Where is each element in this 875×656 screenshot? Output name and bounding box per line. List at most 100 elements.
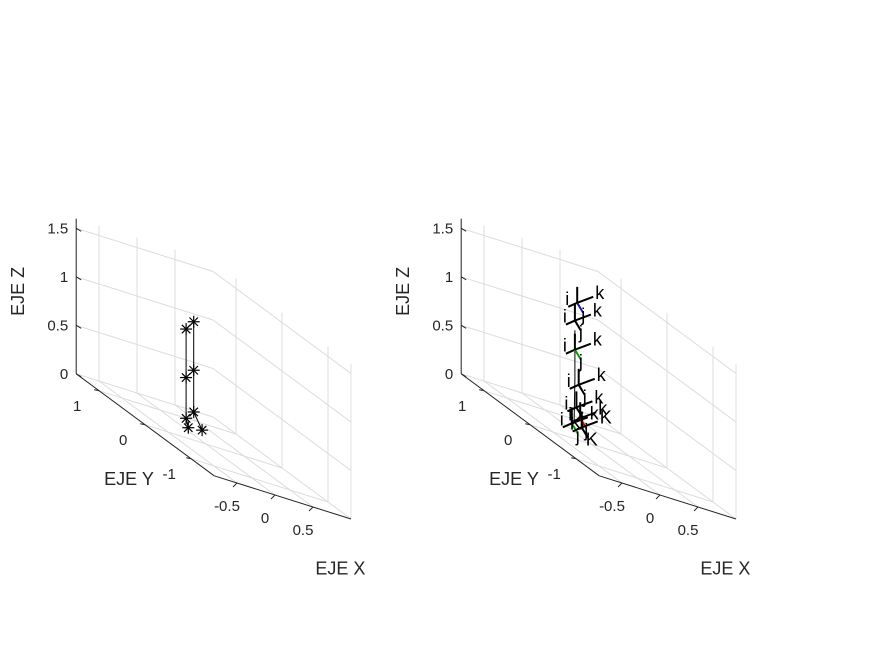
x-tick: [270, 494, 276, 500]
z-tick-label: 1.5: [432, 220, 453, 237]
frame-axis: [577, 384, 586, 396]
frame-axis: [562, 422, 573, 429]
y-tick-label: -1: [163, 466, 176, 483]
frame-axis-label: i: [564, 393, 568, 413]
z-tick: [75, 276, 82, 281]
y-tick: [94, 389, 100, 392]
frame-axis-label: j: [582, 387, 587, 407]
coordinate-frame: ijk: [567, 365, 607, 407]
x-tick-label: 0.5: [678, 522, 699, 539]
y-tick: [140, 423, 146, 426]
frame-axis-label: k: [597, 365, 607, 385]
data-point-marker: [181, 413, 191, 423]
frame-axis-label: i: [568, 404, 572, 424]
z-axis-label: EJE Z: [8, 267, 28, 316]
frame-axis-label: j: [578, 323, 583, 343]
z-tick: [75, 227, 82, 232]
data-point-marker: [181, 372, 191, 383]
z-tick-label: 0: [60, 366, 68, 383]
frame-axis-label: k: [598, 398, 608, 418]
z-tick: [460, 227, 467, 232]
z-tick-label: 0.5: [47, 317, 68, 334]
z-tick-label: 1: [445, 269, 453, 286]
frame-axis: [565, 319, 576, 326]
frame-axis-label: k: [595, 283, 605, 303]
x-tick: [617, 482, 623, 488]
grid-line: [191, 458, 329, 503]
y-tick: [571, 457, 577, 460]
y-tick-label: -1: [548, 466, 561, 483]
frame-axis-label: j: [578, 352, 583, 372]
data-point-marker: [181, 324, 191, 334]
y-axis-label: EJE Y: [489, 469, 539, 489]
z-tick: [460, 324, 467, 329]
frame-axis-label: k: [593, 330, 603, 350]
frame-axis: [565, 348, 576, 355]
grid-line: [461, 227, 599, 272]
frame-axis: [570, 422, 579, 434]
frame-axis-label: i: [560, 409, 564, 429]
grid-line: [212, 319, 352, 423]
z-tick-label: 1.5: [47, 220, 68, 237]
frame-axis: [579, 411, 597, 420]
grid-line: [597, 319, 737, 423]
frame-axis: [574, 313, 592, 322]
data-point-marker: [189, 365, 199, 375]
grid-line: [145, 424, 283, 469]
z-tick-label: 1: [60, 269, 68, 286]
frame-axis: [574, 349, 582, 361]
x-axis-label: EJE X: [700, 559, 750, 579]
frame-axis: [566, 406, 577, 413]
frame-axis: [567, 301, 578, 308]
frame-axis: [576, 302, 585, 314]
x-tick: [693, 506, 699, 512]
z-tick-label: 0.5: [432, 317, 453, 334]
x-tick-label: 0: [646, 510, 654, 527]
x-tick-label: 0: [261, 510, 269, 527]
frame-axis: [570, 417, 581, 424]
y-tick-label: 1: [73, 398, 81, 415]
grid-line: [76, 373, 214, 418]
data-point-marker: [189, 317, 199, 327]
x-tick-label: -0.5: [214, 498, 240, 515]
x-tick: [308, 506, 314, 512]
x-tick: [232, 482, 238, 488]
grid-line: [461, 324, 599, 369]
grid-line: [76, 276, 214, 321]
coordinate-frame: ijk: [563, 301, 603, 343]
frame-axis-label: i: [563, 307, 567, 327]
frame-axis: [574, 342, 592, 351]
frame-axis-label: j: [583, 420, 588, 440]
z-axis-label: EJE Z: [393, 267, 413, 316]
frame-axis: [581, 420, 599, 429]
grid-line: [99, 390, 237, 435]
coordinate-frame: KKK: [570, 407, 612, 449]
frame-axis: [576, 295, 594, 304]
y-tick: [186, 457, 192, 460]
grid-line: [76, 227, 214, 272]
grid-line: [461, 373, 599, 418]
grid-line: [597, 271, 737, 374]
y-axis-label: EJE Y: [104, 469, 154, 489]
y-tick: [479, 389, 485, 392]
frame-axis: [576, 400, 593, 409]
grid-line: [597, 416, 737, 520]
frame-axis: [578, 377, 596, 386]
frame-axis-label: K: [600, 407, 612, 427]
grid-line: [212, 368, 352, 471]
x-tick-label: 0.5: [293, 522, 314, 539]
frame-axis-label: i: [565, 289, 569, 309]
coordinate-frame: ijk: [563, 330, 603, 372]
frame-axis: [574, 320, 582, 332]
coordinate-frame: ijk: [565, 283, 605, 325]
frame-axis-label: K: [586, 429, 598, 449]
z-tick: [460, 276, 467, 281]
data-point-marker: [183, 423, 193, 433]
grid-line: [76, 324, 214, 369]
y-tick-label: 0: [504, 432, 512, 449]
grid-line: [484, 390, 622, 435]
z-tick: [460, 373, 467, 378]
frame-axis: [569, 383, 580, 390]
